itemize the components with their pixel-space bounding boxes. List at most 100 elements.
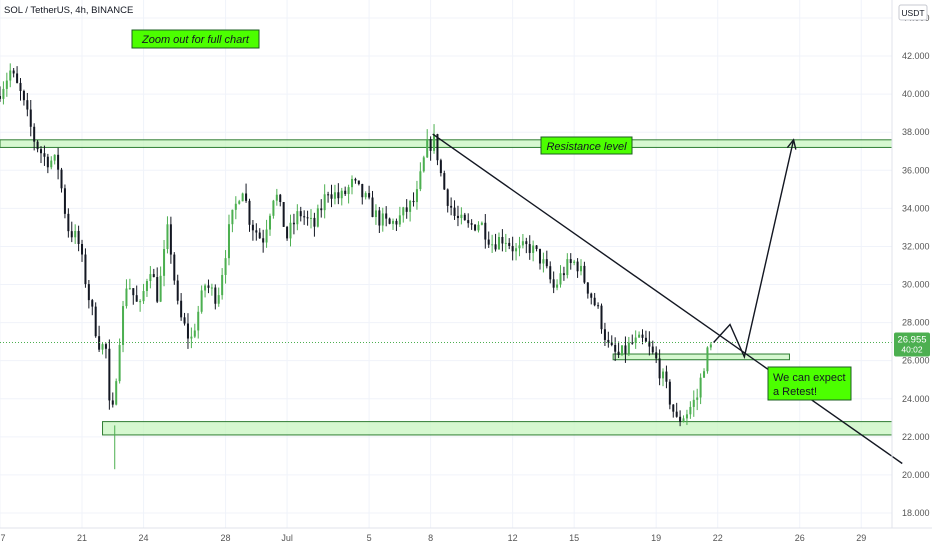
x-tick-label: 22 bbox=[713, 533, 723, 543]
candle-body bbox=[87, 284, 90, 301]
candle-body bbox=[460, 214, 463, 219]
candle-body bbox=[675, 411, 678, 417]
candle-body bbox=[145, 281, 148, 292]
candle-body bbox=[631, 342, 634, 344]
candle-body bbox=[682, 418, 685, 422]
candle-body bbox=[521, 241, 524, 246]
descending-trendline[interactable] bbox=[432, 133, 903, 465]
currency-badge[interactable]: USDT bbox=[898, 4, 928, 21]
candle-body bbox=[392, 220, 395, 224]
candle-body bbox=[333, 192, 336, 199]
y-tick-label: 40.000 bbox=[902, 89, 930, 99]
candle-body bbox=[340, 190, 343, 199]
candle-body bbox=[545, 259, 548, 267]
candle-body bbox=[600, 305, 603, 330]
candle-body bbox=[12, 70, 15, 74]
candle-body bbox=[665, 371, 668, 382]
candle-body bbox=[590, 293, 593, 298]
candle-body bbox=[446, 189, 449, 206]
candle-body bbox=[624, 345, 627, 354]
candle-body bbox=[696, 397, 699, 400]
candle-body bbox=[67, 213, 70, 232]
candle-body bbox=[491, 244, 494, 246]
candle-body bbox=[128, 288, 131, 290]
candle-body bbox=[166, 224, 169, 250]
zoom-note-text: Zoom out for full chart bbox=[141, 34, 250, 46]
candle-body bbox=[477, 224, 480, 231]
candle-body bbox=[149, 274, 152, 282]
candle-body bbox=[610, 342, 613, 345]
candle-body bbox=[275, 194, 278, 201]
candle-body bbox=[685, 414, 688, 419]
candle-body bbox=[313, 217, 316, 227]
candle-body bbox=[532, 245, 535, 253]
candle-body bbox=[518, 245, 521, 249]
x-axis[interactable]: 7 21 24 28 Jul 5 8 12 15 19 22 26 29 bbox=[0, 533, 866, 543]
candle-body bbox=[2, 88, 5, 99]
chart-title: SOL / TetherUS, 4h, BINANCE bbox=[4, 5, 133, 16]
y-tick-label: 18.000 bbox=[902, 508, 930, 518]
candle-body bbox=[74, 230, 77, 238]
candle-body bbox=[258, 232, 261, 239]
candle-body bbox=[9, 70, 12, 81]
candle-body bbox=[152, 274, 155, 278]
candle-body bbox=[426, 139, 429, 158]
candle-body bbox=[419, 171, 422, 190]
y-tick-label: 32.000 bbox=[902, 241, 930, 251]
candle-body bbox=[607, 339, 610, 343]
candle-body bbox=[200, 290, 203, 312]
candle-body bbox=[19, 82, 22, 91]
candle-body bbox=[118, 344, 121, 382]
candle-body bbox=[306, 217, 309, 219]
candle-body bbox=[648, 341, 651, 347]
projection-arrowhead bbox=[786, 138, 797, 150]
candle-body bbox=[528, 244, 531, 253]
candle-body bbox=[662, 371, 665, 379]
candle-body bbox=[94, 306, 97, 337]
candle-body bbox=[0, 96, 2, 99]
candle-body bbox=[265, 229, 268, 243]
candle-body bbox=[456, 215, 459, 219]
candle-body bbox=[327, 194, 330, 196]
y-tick-label: 34.000 bbox=[902, 203, 930, 213]
candle-body bbox=[231, 209, 234, 225]
candle-body bbox=[412, 200, 415, 203]
candle-body bbox=[405, 207, 408, 212]
y-axis[interactable]: 18.000 20.000 22.000 24.000 26.000 28.000 30.0… bbox=[902, 13, 930, 518]
candle-body bbox=[77, 230, 80, 245]
x-tick-label: 12 bbox=[508, 533, 518, 543]
y-tick-label: 24.000 bbox=[902, 394, 930, 404]
x-tick-label: 8 bbox=[428, 533, 433, 543]
candle-body bbox=[214, 287, 217, 304]
candle-body bbox=[569, 259, 572, 264]
candle-body bbox=[351, 178, 354, 188]
candle-body bbox=[262, 238, 265, 243]
y-tick-label: 28.000 bbox=[902, 318, 930, 328]
candle-body bbox=[159, 275, 162, 302]
candle-body bbox=[234, 203, 237, 210]
candle-body bbox=[573, 261, 576, 264]
candle-body bbox=[549, 266, 552, 280]
candle-body bbox=[511, 245, 514, 252]
y-tick-label: 22.000 bbox=[902, 432, 930, 442]
candle-body bbox=[132, 288, 135, 296]
candle-body bbox=[309, 217, 313, 219]
candle-body bbox=[289, 222, 292, 239]
projection-path[interactable] bbox=[713, 139, 795, 360]
candle-body bbox=[689, 406, 692, 415]
candle-body bbox=[583, 265, 586, 283]
candle-body bbox=[620, 345, 624, 355]
candle-body bbox=[193, 330, 196, 337]
candle-body bbox=[81, 244, 84, 255]
candle-body bbox=[357, 180, 360, 185]
candle-body bbox=[101, 344, 104, 350]
x-tick-label: 28 bbox=[221, 533, 231, 543]
candle-body bbox=[439, 160, 442, 174]
candle-body bbox=[46, 156, 49, 168]
candle-body bbox=[651, 346, 654, 353]
candle-body bbox=[163, 249, 166, 276]
candles bbox=[0, 63, 712, 470]
candle-body bbox=[679, 416, 682, 422]
candle-body bbox=[207, 285, 210, 288]
